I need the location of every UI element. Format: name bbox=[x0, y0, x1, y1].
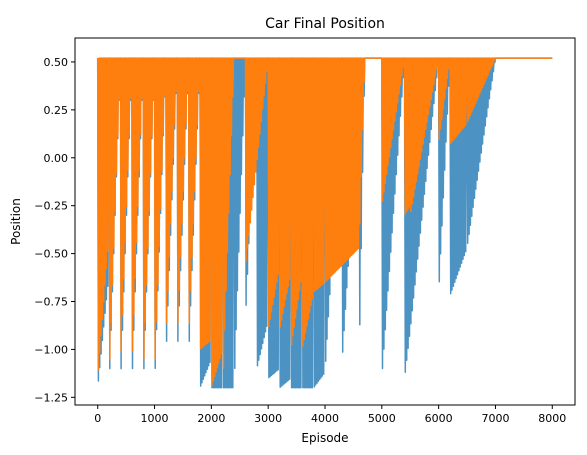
y-tick-label: −0.75 bbox=[34, 296, 68, 309]
y-tick-label: −0.50 bbox=[34, 248, 68, 261]
x-tick-label: 1000 bbox=[141, 412, 169, 425]
y-tick-label: −0.25 bbox=[34, 200, 68, 213]
y-tick-label: 0.00 bbox=[44, 152, 69, 165]
x-tick-label: 2000 bbox=[197, 412, 225, 425]
x-tick-label: 5000 bbox=[368, 412, 396, 425]
chart-title: Car Final Position bbox=[265, 16, 385, 32]
y-tick-label: −1.00 bbox=[34, 343, 68, 356]
y-axis-title: Position bbox=[9, 198, 23, 245]
series-layer bbox=[96, 57, 553, 389]
x-axis: 0 1000 2000 3000 4000 5000 6000 7000 8000 bbox=[94, 405, 566, 425]
x-tick-label: 7000 bbox=[481, 412, 509, 425]
y-tick-label: 0.50 bbox=[44, 56, 69, 69]
x-tick-label: 8000 bbox=[538, 412, 566, 425]
y-tick-label: −1.25 bbox=[34, 391, 68, 404]
y-tick-label: 0.25 bbox=[44, 104, 69, 117]
y-axis: −1.25 −1.00 −0.75 −0.50 −0.25 0.00 0.25 0.50 bbox=[34, 56, 75, 404]
x-tick-label: 3000 bbox=[254, 412, 282, 425]
x-tick-label: 0 bbox=[94, 412, 101, 425]
series-line-orange bbox=[96, 57, 553, 387]
x-axis-title: Episode bbox=[301, 431, 348, 445]
x-tick-label: 4000 bbox=[311, 412, 339, 425]
x-tick-label: 6000 bbox=[425, 412, 453, 425]
